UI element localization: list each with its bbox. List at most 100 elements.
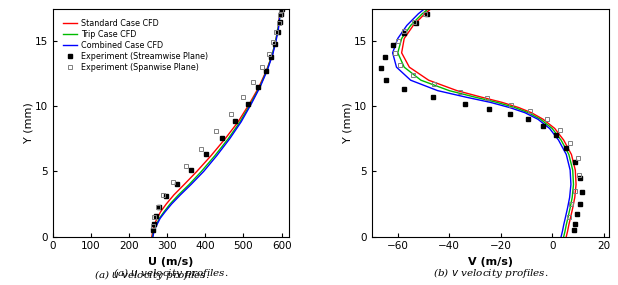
Experiment (Streamwise Plane) bbox=[274, 30, 281, 34]
Experiment (Streamwise Plane) bbox=[152, 214, 159, 217]
Experiment (Streamwise Plane) bbox=[254, 85, 261, 88]
Trip Case CFD bbox=[272, 38, 279, 42]
Line: Experiment (Streamwise Plane): Experiment (Streamwise Plane) bbox=[151, 7, 284, 232]
Experiment (Spanwise Plane) bbox=[213, 129, 220, 133]
Experiment (Spanwise Plane) bbox=[276, 13, 284, 17]
Standard Case CFD bbox=[149, 231, 156, 234]
Combined Case CFD bbox=[168, 202, 176, 206]
Standard Case CFD bbox=[150, 226, 158, 229]
Trip Case CFD bbox=[211, 154, 219, 158]
Trip Case CFD bbox=[149, 233, 156, 236]
Line: Trip Case CFD: Trip Case CFD bbox=[153, 10, 281, 237]
Experiment (Streamwise Plane) bbox=[232, 119, 239, 122]
Trip Case CFD bbox=[185, 183, 193, 186]
Combined Case CFD bbox=[248, 102, 255, 105]
Experiment (Spanwise Plane) bbox=[227, 112, 234, 116]
Combined Case CFD bbox=[177, 193, 184, 197]
Combined Case CFD bbox=[150, 233, 157, 236]
Standard Case CFD bbox=[148, 235, 156, 238]
Standard Case CFD bbox=[170, 193, 177, 197]
Combined Case CFD bbox=[161, 210, 169, 213]
Combined Case CFD bbox=[152, 226, 159, 229]
Trip Case CFD bbox=[150, 231, 157, 234]
Experiment (Spanwise Plane) bbox=[239, 95, 247, 99]
Standard Case CFD bbox=[263, 68, 271, 72]
Combined Case CFD bbox=[269, 52, 276, 56]
Experiment (Spanwise Plane) bbox=[265, 52, 273, 56]
Standard Case CFD bbox=[272, 38, 279, 42]
Standard Case CFD bbox=[269, 52, 276, 56]
Experiment (Streamwise Plane) bbox=[277, 12, 284, 15]
Trip Case CFD bbox=[198, 170, 205, 173]
Experiment (Spanwise Plane) bbox=[149, 224, 156, 228]
Combined Case CFD bbox=[273, 38, 280, 42]
X-axis label: V (m/s): V (m/s) bbox=[468, 257, 513, 267]
Trip Case CFD bbox=[276, 16, 284, 19]
Experiment (Spanwise Plane) bbox=[269, 41, 277, 44]
Combined Case CFD bbox=[226, 137, 234, 141]
Experiment (Spanwise Plane) bbox=[197, 148, 205, 151]
Trip Case CFD bbox=[269, 52, 276, 56]
Standard Case CFD bbox=[255, 85, 263, 88]
Standard Case CFD bbox=[149, 228, 156, 232]
Combined Case CFD bbox=[187, 183, 195, 186]
Experiment (Streamwise Plane) bbox=[244, 102, 252, 105]
Combined Case CFD bbox=[151, 228, 158, 232]
Combined Case CFD bbox=[156, 217, 164, 220]
Experiment (Streamwise Plane) bbox=[268, 55, 275, 58]
Experiment (Streamwise Plane) bbox=[218, 136, 226, 139]
Trip Case CFD bbox=[153, 222, 161, 225]
Standard Case CFD bbox=[234, 120, 242, 124]
Experiment (Spanwise Plane) bbox=[273, 30, 280, 34]
Experiment (Spanwise Plane) bbox=[151, 215, 158, 219]
Standard Case CFD bbox=[274, 27, 282, 30]
Standard Case CFD bbox=[276, 8, 284, 12]
Trip Case CFD bbox=[277, 8, 284, 12]
Standard Case CFD bbox=[148, 233, 156, 236]
Standard Case CFD bbox=[151, 222, 159, 225]
Experiment (Spanwise Plane) bbox=[159, 193, 167, 197]
Trip Case CFD bbox=[160, 210, 167, 213]
Experiment (Streamwise Plane) bbox=[173, 183, 180, 186]
Experiment (Streamwise Plane) bbox=[163, 194, 170, 198]
Trip Case CFD bbox=[224, 137, 232, 141]
Experiment (Streamwise Plane) bbox=[149, 228, 156, 232]
Standard Case CFD bbox=[163, 202, 170, 206]
Experiment (Streamwise Plane) bbox=[262, 69, 269, 73]
Experiment (Spanwise Plane) bbox=[169, 180, 177, 184]
Combined Case CFD bbox=[275, 27, 282, 30]
Trip Case CFD bbox=[274, 27, 282, 30]
Experiment (Spanwise Plane) bbox=[182, 164, 190, 168]
Standard Case CFD bbox=[193, 170, 200, 173]
Text: (b) $v$ velocity profiles.: (b) $v$ velocity profiles. bbox=[433, 266, 548, 280]
Experiment (Streamwise Plane) bbox=[187, 168, 195, 172]
Trip Case CFD bbox=[247, 102, 255, 105]
Experiment (Streamwise Plane) bbox=[150, 222, 158, 225]
Experiment (Streamwise Plane) bbox=[278, 7, 286, 10]
Standard Case CFD bbox=[157, 210, 164, 213]
Experiment (Streamwise Plane) bbox=[203, 153, 210, 156]
Combined Case CFD bbox=[154, 222, 161, 225]
Y-axis label: Y (mm): Y (mm) bbox=[23, 102, 33, 143]
Experiment (Spanwise Plane) bbox=[275, 21, 282, 25]
Line: Standard Case CFD: Standard Case CFD bbox=[152, 10, 280, 237]
Standard Case CFD bbox=[180, 183, 188, 186]
Trip Case CFD bbox=[150, 228, 158, 232]
Y-axis label: Y (mm): Y (mm) bbox=[342, 102, 352, 143]
Combined Case CFD bbox=[213, 154, 221, 158]
Experiment (Streamwise Plane) bbox=[156, 205, 163, 208]
X-axis label: U (m/s): U (m/s) bbox=[148, 257, 193, 267]
Combined Case CFD bbox=[277, 8, 284, 12]
Trip Case CFD bbox=[236, 120, 243, 124]
Combined Case CFD bbox=[276, 16, 284, 19]
Trip Case CFD bbox=[256, 85, 263, 88]
Trip Case CFD bbox=[166, 202, 174, 206]
Experiment (Spanwise Plane) bbox=[277, 8, 285, 12]
Trip Case CFD bbox=[263, 68, 271, 72]
Combined Case CFD bbox=[256, 85, 264, 88]
Line: Combined Case CFD: Combined Case CFD bbox=[153, 10, 281, 237]
Trip Case CFD bbox=[151, 226, 159, 229]
Combined Case CFD bbox=[150, 231, 158, 234]
Combined Case CFD bbox=[200, 170, 208, 173]
Combined Case CFD bbox=[264, 68, 271, 72]
